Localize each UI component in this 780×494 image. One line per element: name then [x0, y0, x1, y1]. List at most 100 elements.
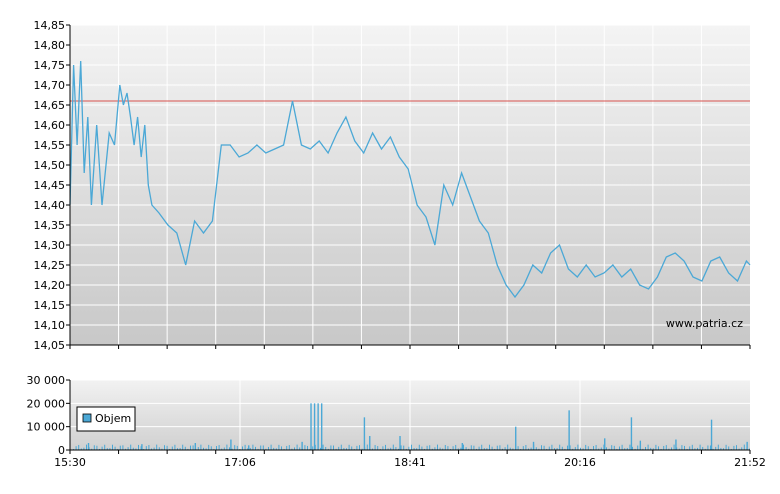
volume-bar-small: [544, 446, 545, 450]
volume-bar-small: [200, 445, 201, 450]
volume-bar-small: [614, 446, 615, 450]
volume-bar-small: [401, 445, 402, 450]
volume-bar-small: [700, 445, 701, 450]
volume-bar-small: [611, 445, 612, 450]
volume-bar-small: [349, 445, 350, 450]
volume-bar: [515, 427, 516, 450]
volume-bar-small: [377, 446, 378, 450]
volume-bar-small: [359, 445, 360, 450]
volume-bar: [369, 436, 370, 450]
volume-bar-small: [471, 445, 472, 450]
volume-bar-small: [297, 445, 298, 450]
volume-bar-small: [733, 446, 734, 450]
volume-x-tick-label: 18:41: [394, 456, 426, 469]
volume-bar: [399, 436, 400, 450]
volume-bar-small: [333, 446, 334, 450]
volume-bar-small: [393, 445, 394, 450]
volume-bar: [314, 403, 315, 450]
volume-bar: [141, 444, 142, 450]
volume-bar-small: [567, 446, 568, 450]
volume-bar-small: [120, 446, 121, 450]
volume-bar-small: [736, 445, 737, 450]
volume-bar-small: [585, 445, 586, 450]
watermark-text: www.patria.cz: [666, 317, 743, 330]
volume-bar-small: [681, 445, 682, 450]
volume-bar-small: [304, 445, 305, 450]
volume-bar-small: [156, 445, 157, 450]
volume-bar-small: [684, 446, 685, 450]
volume-bar-small: [655, 445, 656, 450]
volume-bar-small: [525, 445, 526, 450]
volume-bar-small: [182, 445, 183, 450]
volume-bar-small: [499, 445, 500, 450]
price-y-tick-label: 14,10: [34, 319, 66, 332]
volume-bar-small: [707, 445, 708, 450]
volume-bar-small: [728, 446, 729, 450]
volume-x-tick-label: 17:06: [224, 456, 256, 469]
volume-bar-small: [193, 445, 194, 450]
volume-bar-small: [112, 445, 113, 450]
volume-legend-swatch: [83, 414, 91, 422]
volume-bar-small: [437, 445, 438, 450]
volume-bar-small: [419, 445, 420, 450]
volume-bar-small: [252, 445, 253, 450]
price-y-tick-label: 14,50: [34, 159, 66, 172]
volume-bar-small: [281, 446, 282, 450]
price-y-tick-label: 14,85: [34, 19, 66, 32]
volume-bar-small: [94, 445, 95, 450]
volume-bar-small: [356, 446, 357, 450]
volume-bar: [195, 443, 196, 450]
volume-bar-small: [351, 446, 352, 450]
volume-bar-small: [375, 445, 376, 450]
price-y-tick-label: 14,55: [34, 139, 66, 152]
volume-bar-small: [216, 446, 217, 450]
volume-legend: Objem: [77, 407, 135, 431]
volume-bar-small: [164, 445, 165, 450]
volume-x-tick-label: 15:30: [54, 456, 86, 469]
volume-bar-small: [455, 445, 456, 450]
price-y-tick-label: 14,05: [34, 339, 66, 352]
volume-bar-small: [278, 445, 279, 450]
volume-bar-small: [541, 445, 542, 450]
volume-bar-small: [622, 445, 623, 450]
volume-bar-small: [718, 445, 719, 450]
volume-bar-small: [551, 445, 552, 450]
volume-bar-small: [549, 447, 550, 450]
volume-bar-small: [263, 445, 264, 450]
volume-bar: [364, 417, 365, 450]
volume-bar-small: [427, 446, 428, 450]
volume-bar-small: [411, 445, 412, 450]
price-y-tick-label: 14,80: [34, 39, 66, 52]
volume-bar-small: [692, 445, 693, 450]
volume-bar-small: [122, 445, 123, 450]
volume-bar-small: [190, 446, 191, 450]
volume-bar-small: [76, 446, 77, 450]
volume-bar-small: [138, 445, 139, 450]
volume-bar-small: [237, 446, 238, 450]
volume-bar-small: [648, 445, 649, 450]
volume-bar-small: [219, 445, 220, 450]
price-y-tick-label: 14,20: [34, 279, 66, 292]
volume-bar-small: [481, 445, 482, 450]
volume-bar: [675, 440, 676, 451]
volume-bar-small: [167, 446, 168, 450]
volume-bar-small: [382, 446, 383, 450]
volume-bar-small: [588, 446, 589, 450]
volume-bar-small: [78, 445, 79, 450]
volume-bar: [568, 410, 569, 450]
price-y-tick-label: 14,30: [34, 239, 66, 252]
volume-bar: [301, 442, 302, 450]
volume-bar-small: [489, 445, 490, 450]
volume-bar-small: [104, 445, 105, 450]
volume-bar-small: [523, 446, 524, 450]
volume-bar-small: [323, 445, 324, 450]
volume-bar-small: [174, 445, 175, 450]
price-panel: 14,8514,8014,7514,7014,6514,6014,5514,50…: [34, 19, 751, 352]
volume-bar-small: [312, 446, 313, 450]
volume-bar-small: [473, 446, 474, 450]
price-y-tick-label: 14,70: [34, 79, 66, 92]
volume-bar-small: [245, 445, 246, 450]
volume-bar-small: [445, 445, 446, 450]
